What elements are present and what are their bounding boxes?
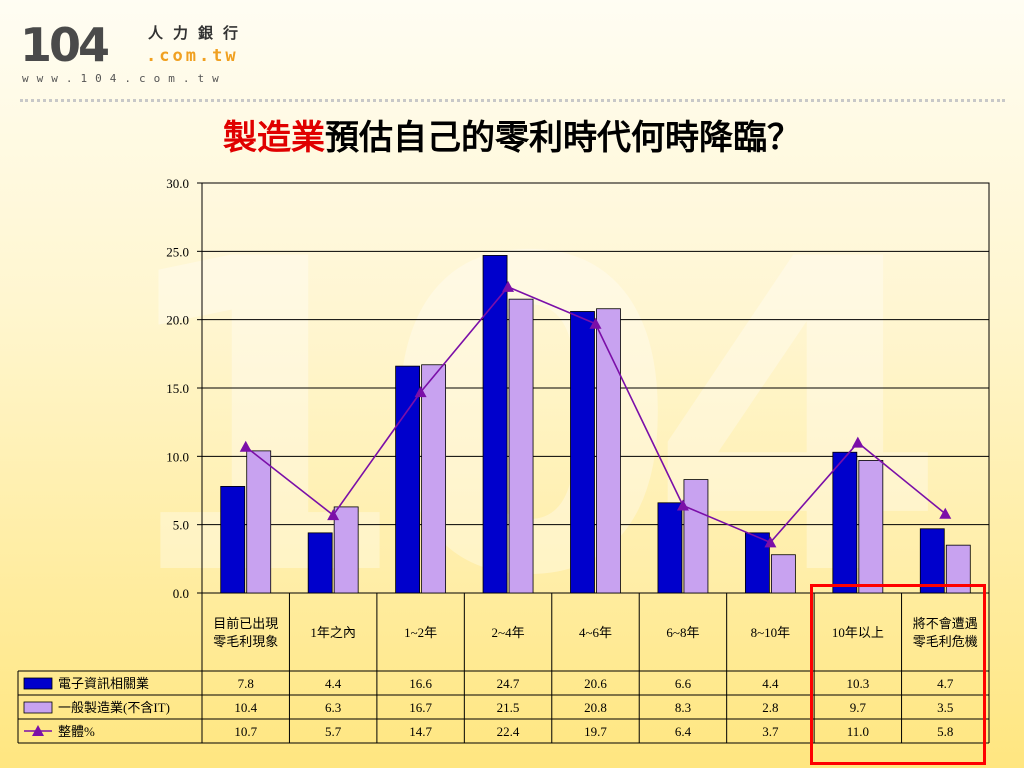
table-value: 10.7 — [234, 724, 257, 739]
line-marker — [851, 436, 864, 448]
line-marker — [764, 536, 777, 548]
slide-title: 製造業預估自己的零利時代何時降臨？ — [0, 110, 1024, 159]
legend-label: 整體% — [58, 724, 95, 739]
table-value: 16.7 — [409, 700, 432, 715]
table-value: 6.4 — [675, 724, 692, 739]
bar — [596, 308, 621, 594]
line-marker — [414, 386, 427, 398]
table-value: 8.3 — [675, 700, 691, 715]
table-value: 5.8 — [937, 724, 953, 739]
legend-key-marker — [32, 725, 44, 736]
bar — [508, 298, 534, 594]
logo-number: 104 — [20, 18, 110, 72]
category-label: 6~8年 — [666, 625, 699, 640]
bar — [770, 554, 796, 594]
bar — [482, 255, 508, 594]
company-logo: 104 人力銀行 .com.tw www.104.com.tw — [20, 18, 260, 85]
y-tick-label: 0.0 — [173, 586, 189, 601]
bar — [832, 451, 858, 594]
category-label: 8~10年 — [751, 625, 791, 640]
y-tick-label: 20.0 — [166, 313, 189, 328]
logo-domain: .com.tw — [146, 46, 239, 66]
bar — [220, 485, 246, 594]
logo-chinese-name: 人力銀行 — [148, 24, 249, 42]
table-value: 16.6 — [409, 676, 432, 691]
y-tick-label: 30.0 — [166, 176, 189, 191]
category-label: 2~4年 — [492, 625, 525, 640]
category-label: 將不會遭遇 — [913, 616, 978, 631]
bar — [570, 311, 595, 594]
table-value: 19.7 — [584, 724, 607, 739]
legend-label: 電子資訊相關業 — [58, 676, 149, 691]
table-value: 10.3 — [846, 676, 869, 691]
category-label: 1年之內 — [310, 625, 356, 640]
category-label: 零毛利現象 — [213, 634, 278, 649]
line-marker — [939, 507, 952, 519]
bar — [307, 532, 333, 594]
highlight-box — [810, 584, 986, 765]
category-label: 1~2年 — [404, 625, 437, 640]
legend-key — [23, 677, 53, 690]
table-value: 11.0 — [847, 724, 869, 739]
header-divider — [20, 99, 1005, 102]
table-value: 4.7 — [937, 676, 954, 691]
category-label: 4~6年 — [579, 625, 612, 640]
table-value: 2.8 — [762, 700, 778, 715]
table-value: 6.6 — [675, 676, 692, 691]
legend-key — [23, 701, 53, 714]
line-marker — [676, 499, 689, 511]
table-value: 14.7 — [409, 724, 432, 739]
table-value: 9.7 — [850, 700, 867, 715]
legend-label: 一般製造業(不含IT) — [58, 700, 170, 715]
bar — [858, 460, 884, 594]
table-value: 10.4 — [234, 700, 257, 715]
table-value: 6.3 — [325, 700, 341, 715]
bar — [657, 502, 683, 594]
category-label: 零毛利危機 — [913, 634, 978, 649]
bar — [744, 532, 770, 594]
table-value: 3.5 — [937, 700, 953, 715]
table-value: 5.7 — [325, 724, 342, 739]
bar — [919, 528, 945, 594]
title-rest: 預估自己的零利時代何時降臨？ — [325, 118, 801, 158]
logo-url: www.104.com.tw — [22, 72, 227, 85]
table-value: 21.5 — [497, 700, 520, 715]
y-tick-label: 5.0 — [173, 518, 189, 533]
line-marker — [239, 440, 252, 452]
title-highlight: 製造業 — [223, 118, 325, 158]
table-value: 4.4 — [762, 676, 779, 691]
table-value: 7.8 — [238, 676, 254, 691]
table-value: 20.6 — [584, 676, 607, 691]
y-tick-label: 15.0 — [166, 381, 189, 396]
line-marker — [589, 317, 602, 329]
table-value: 24.7 — [497, 676, 520, 691]
y-tick-label: 25.0 — [166, 244, 189, 259]
y-tick-label: 10.0 — [166, 449, 189, 464]
bar — [683, 479, 709, 594]
bar — [421, 364, 447, 594]
bar — [246, 450, 272, 594]
line-marker — [327, 509, 340, 521]
category-label: 目前已出現 — [213, 616, 278, 631]
bar — [395, 365, 421, 594]
line-marker — [502, 280, 515, 292]
category-label: 10年以上 — [832, 625, 884, 640]
table-value: 20.8 — [584, 700, 607, 715]
table-value: 3.7 — [762, 724, 779, 739]
table-value: 4.4 — [325, 676, 342, 691]
table-value: 22.4 — [497, 724, 520, 739]
bar — [333, 506, 359, 594]
